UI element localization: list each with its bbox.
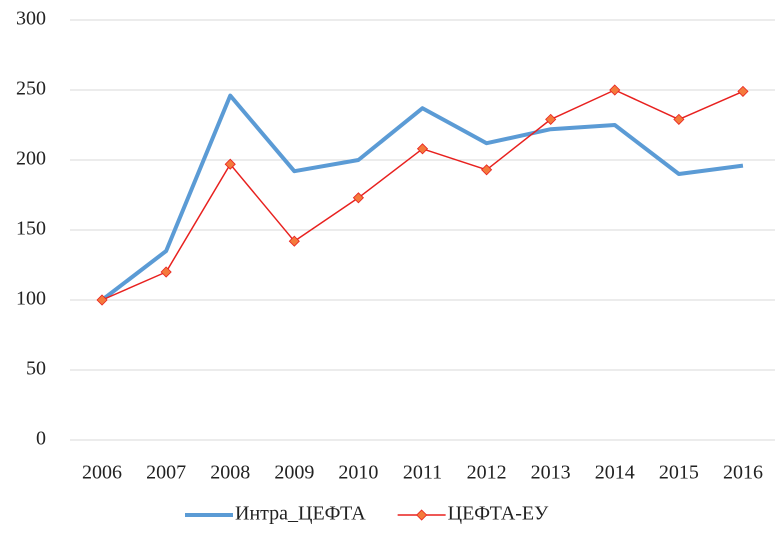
marker xyxy=(224,158,236,170)
x-tick-label: 2007 xyxy=(146,462,186,484)
series-line xyxy=(101,89,744,301)
y-tick-label: 250 xyxy=(16,78,46,100)
y-tick-label: 0 xyxy=(36,428,46,450)
y-tick-label: 50 xyxy=(26,358,46,380)
marker xyxy=(288,235,300,247)
x-tick-label: 2006 xyxy=(82,462,122,484)
x-tick-label: 2008 xyxy=(210,462,250,484)
marker xyxy=(737,85,749,97)
y-tick-label: 300 xyxy=(16,8,46,30)
marker xyxy=(160,266,172,278)
legend-label: Интра_ЦЕФТА xyxy=(235,503,366,525)
y-tick-label: 100 xyxy=(16,288,46,310)
x-tick-label: 2013 xyxy=(531,462,571,484)
x-tick-label: 2010 xyxy=(338,462,378,484)
legend-label: ЦЕФТА-ЕУ xyxy=(448,503,550,525)
series-line xyxy=(100,93,744,302)
x-tick-label: 2014 xyxy=(595,462,635,484)
y-tick-label: 150 xyxy=(16,218,46,240)
x-tick-label: 2015 xyxy=(659,462,699,484)
marker xyxy=(609,84,621,96)
marker xyxy=(352,192,364,204)
x-tick-label: 2012 xyxy=(467,462,507,484)
legend-marker xyxy=(416,509,428,521)
marker xyxy=(96,294,108,306)
x-tick-label: 2011 xyxy=(403,462,442,484)
marker xyxy=(416,143,429,155)
x-tick-label: 2016 xyxy=(723,462,763,484)
marker xyxy=(545,113,557,125)
marker xyxy=(673,113,685,125)
y-tick-label: 200 xyxy=(16,148,46,170)
x-tick-label: 2009 xyxy=(274,462,314,484)
marker xyxy=(481,164,493,176)
